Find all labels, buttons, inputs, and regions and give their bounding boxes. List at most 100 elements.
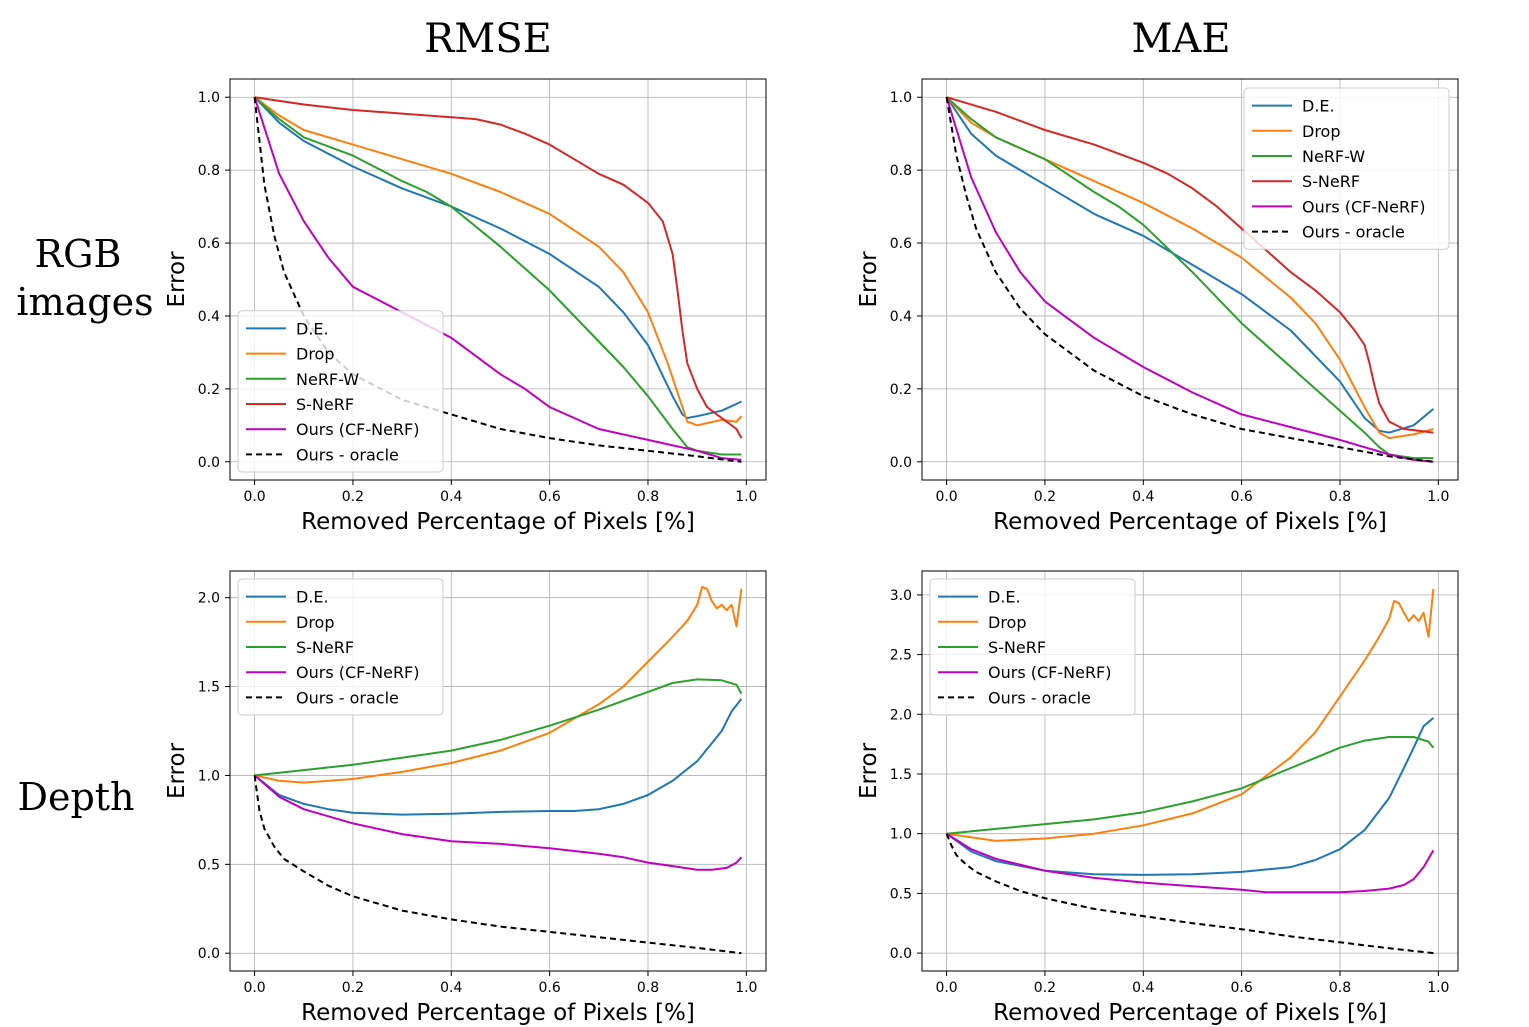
legend-label: NeRF-W bbox=[296, 370, 359, 389]
row-label-depth: Depth bbox=[17, 775, 134, 819]
x-tick-label: 0.8 bbox=[637, 980, 659, 996]
y-axis-label: Error bbox=[164, 251, 190, 308]
series-line-ours-cf-nerf- bbox=[253, 774, 743, 871]
series-line-d-e- bbox=[253, 96, 742, 419]
legend-label: D.E. bbox=[988, 588, 1021, 607]
y-tick-label: 2.5 bbox=[890, 648, 912, 664]
series-line-s-nerf bbox=[946, 736, 1435, 835]
legend-label: Ours - oracle bbox=[1302, 223, 1405, 242]
x-tick-label: 0.8 bbox=[1329, 980, 1351, 996]
legend-box bbox=[929, 578, 1136, 716]
y-tick-label: 0.0 bbox=[890, 455, 912, 471]
x-tick-label: 0.2 bbox=[1034, 489, 1056, 505]
x-tick-label: 1.0 bbox=[1427, 489, 1449, 505]
legend-label: Ours (CF-NeRF) bbox=[988, 663, 1112, 682]
legend-label: Drop bbox=[296, 613, 335, 632]
y-tick-label: 0.0 bbox=[198, 946, 220, 962]
x-tick-label: 0.4 bbox=[440, 489, 462, 505]
series-line-d-e- bbox=[253, 698, 743, 816]
chart-depth-mae: 0.0 0.2 0.4 0.6 0.8 1.0 0.0 0.5 1.0 1.5 2.0 2.5 3.0 R… bbox=[856, 570, 1459, 1026]
axes-frame bbox=[921, 570, 1459, 972]
series-line-ours-oracle bbox=[945, 833, 1434, 955]
legend: D.E. Drop NeRF-W S-NeRF Ours (CF-NeRF) Ours -… bbox=[237, 310, 444, 473]
x-tick-label: 0.4 bbox=[1132, 489, 1154, 505]
column-title-rmse: RMSE bbox=[424, 16, 552, 62]
series-line-ours-oracle bbox=[253, 775, 742, 955]
y-tick-label: 0.6 bbox=[890, 236, 912, 252]
axes-frame bbox=[229, 78, 767, 481]
series-line-d-e- bbox=[945, 96, 1435, 434]
x-tick-label: 0.6 bbox=[1231, 489, 1253, 505]
series-line-nerf-w bbox=[253, 96, 742, 456]
series-line-drop bbox=[254, 96, 743, 427]
x-axis-label: Removed Percentage of Pixels [%] bbox=[993, 1000, 1387, 1026]
axes-frame bbox=[229, 570, 767, 972]
x-tick-label: 0.6 bbox=[539, 980, 561, 996]
y-tick-label: 0.0 bbox=[198, 455, 220, 471]
series-line-ours-oracle bbox=[945, 97, 1434, 463]
y-tick-label: 1.0 bbox=[198, 90, 220, 106]
x-tick-label: 0.0 bbox=[243, 980, 265, 996]
y-tick-label: 2.0 bbox=[890, 707, 912, 723]
x-tick-label: 0.0 bbox=[935, 489, 957, 505]
legend-box bbox=[237, 578, 444, 716]
x-tick-label: 0.4 bbox=[1132, 980, 1154, 996]
legend-label: Drop bbox=[296, 345, 335, 364]
x-axis-label: Removed Percentage of Pixels [%] bbox=[993, 509, 1387, 535]
x-tick-label: 0.8 bbox=[1329, 489, 1351, 505]
y-tick-label: 0.5 bbox=[890, 886, 912, 902]
x-tick-label: 0.0 bbox=[243, 489, 265, 505]
row-label-rgb-line2: images bbox=[16, 280, 153, 324]
x-tick-label: 0.2 bbox=[1034, 980, 1056, 996]
legend-label: S-NeRF bbox=[988, 638, 1046, 657]
series-line-s-nerf bbox=[254, 678, 743, 777]
column-title-mae: MAE bbox=[1131, 16, 1230, 62]
x-axis-label: Removed Percentage of Pixels [%] bbox=[301, 509, 695, 535]
legend-label: S-NeRF bbox=[296, 638, 354, 657]
series-line-s-nerf bbox=[254, 96, 743, 439]
y-tick-label: 1.0 bbox=[890, 827, 912, 843]
y-axis-label: Error bbox=[856, 251, 882, 308]
y-tick-label: 0.8 bbox=[890, 163, 912, 179]
x-tick-label: 0.2 bbox=[342, 489, 364, 505]
y-tick-label: 0.8 bbox=[198, 163, 220, 179]
chart-rgb-rmse: 0.0 0.2 0.4 0.6 0.8 1.0 0.0 0.2 0.4 0.6 0.8 1.0 Remo… bbox=[164, 78, 767, 535]
y-tick-label: 0.4 bbox=[890, 309, 912, 325]
chart-rgb-mae: 0.0 0.2 0.4 0.6 0.8 1.0 0.0 0.2 0.4 0.6 0.8 1.0 Remo… bbox=[856, 78, 1459, 535]
y-tick-label: 3.0 bbox=[890, 588, 912, 604]
y-tick-label: 1.0 bbox=[890, 90, 912, 106]
legend-box bbox=[237, 310, 444, 473]
legend-label: Ours (CF-NeRF) bbox=[296, 663, 420, 682]
legend-label: S-NeRF bbox=[1302, 172, 1360, 191]
legend: D.E. Drop NeRF-W S-NeRF Ours (CF-NeRF) Ours -… bbox=[1243, 87, 1450, 250]
axes-frame bbox=[921, 78, 1459, 481]
legend-label: Ours - oracle bbox=[296, 688, 399, 707]
chart-depth-rmse: 0.0 0.2 0.4 0.6 0.8 1.0 0.0 0.5 1.0 1.5 2.0 Removed… bbox=[164, 570, 767, 1026]
x-tick-label: 0.2 bbox=[342, 980, 364, 996]
series-line-nerf-w bbox=[945, 96, 1434, 460]
legend-label: D.E. bbox=[296, 319, 329, 338]
x-tick-label: 0.6 bbox=[539, 489, 561, 505]
legend: D.E. Drop S-NeRF Ours (CF-NeRF) Ours - oracl… bbox=[237, 578, 444, 716]
legend-label: Drop bbox=[1302, 122, 1341, 141]
x-tick-label: 1.0 bbox=[735, 980, 757, 996]
y-tick-label: 2.0 bbox=[198, 591, 220, 607]
legend-label: Ours - oracle bbox=[296, 445, 399, 464]
legend-box bbox=[1243, 87, 1450, 250]
y-axis-label: Error bbox=[856, 742, 882, 799]
y-tick-label: 0.6 bbox=[198, 236, 220, 252]
legend-label: Ours (CF-NeRF) bbox=[1302, 197, 1426, 216]
y-tick-label: 0.2 bbox=[890, 382, 912, 398]
y-tick-label: 1.5 bbox=[890, 767, 912, 783]
legend: D.E. Drop S-NeRF Ours (CF-NeRF) Ours - oracl… bbox=[929, 578, 1136, 716]
x-tick-label: 0.6 bbox=[1231, 980, 1253, 996]
row-label-rgb-line1: RGB bbox=[35, 232, 122, 276]
x-tick-label: 0.8 bbox=[637, 489, 659, 505]
series-line-s-nerf bbox=[946, 96, 1434, 434]
series-line-ours-cf-nerf- bbox=[253, 96, 742, 461]
y-tick-label: 0.2 bbox=[198, 382, 220, 398]
legend-label: Ours (CF-NeRF) bbox=[296, 420, 420, 439]
x-axis-label: Removed Percentage of Pixels [%] bbox=[301, 1000, 695, 1026]
x-tick-label: 1.0 bbox=[1427, 980, 1449, 996]
